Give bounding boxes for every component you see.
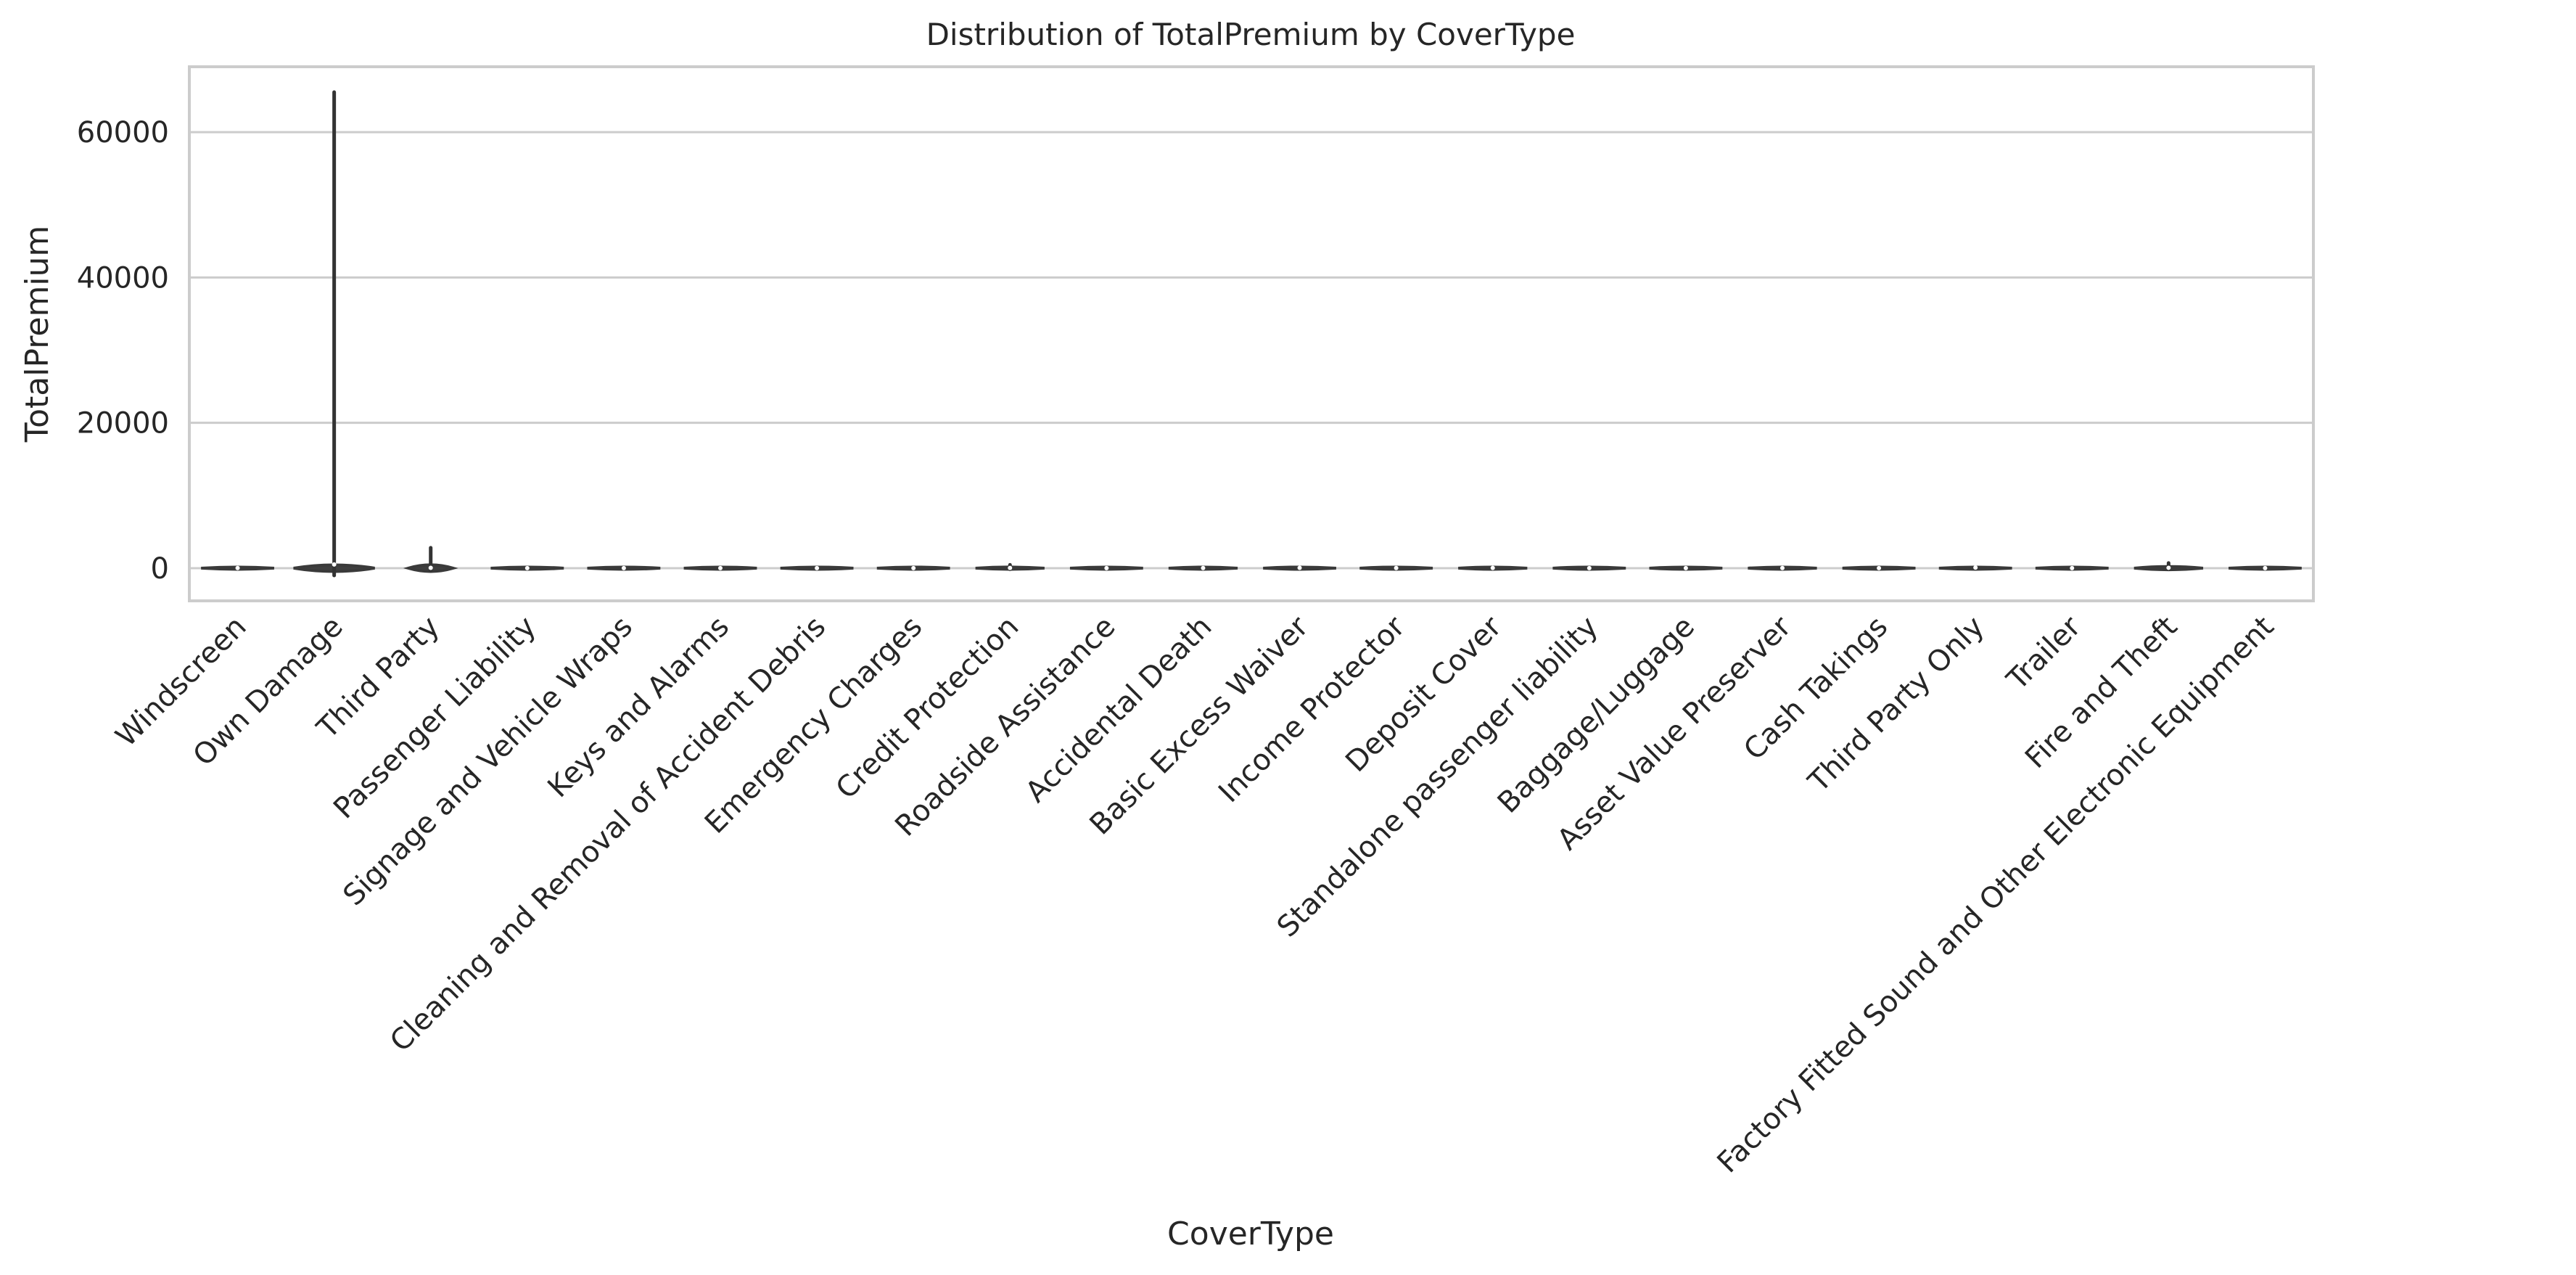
violin-plots <box>201 90 2302 578</box>
chart-title: Distribution of TotalPremium by CoverTyp… <box>926 17 1576 52</box>
violin-median <box>1877 565 1882 570</box>
violin-21 <box>2229 565 2302 571</box>
violin-2 <box>403 546 458 573</box>
y-tick-label: 60000 <box>77 116 169 149</box>
violin-17 <box>1842 565 1916 571</box>
violin-median <box>1780 565 1785 570</box>
violin-median <box>1297 565 1302 570</box>
violin-median <box>2263 565 2268 570</box>
violin-median <box>1201 565 1206 570</box>
violin-15 <box>1649 565 1723 571</box>
violin-16 <box>1748 565 1817 571</box>
violin-9 <box>1069 565 1143 571</box>
violin-median <box>428 565 433 570</box>
x-tick-label: Third Party Only <box>1802 610 1991 800</box>
violin-1 <box>293 90 375 578</box>
violin-median <box>1394 565 1399 570</box>
violin-median <box>1683 565 1688 570</box>
y-tick-labels: 0 20000 40000 60000 <box>77 116 169 586</box>
violin-10 <box>1168 565 1238 571</box>
violin-median <box>1973 565 1978 570</box>
violin-20 <box>2133 561 2204 572</box>
violin-median <box>1490 565 1495 570</box>
x-tick-label: Income Protector <box>1212 610 1412 809</box>
violin-11 <box>1263 565 1336 571</box>
plot-frame <box>188 65 2315 602</box>
violin-median <box>911 565 916 570</box>
violin-median <box>1008 565 1013 570</box>
violin-12 <box>1359 565 1433 571</box>
violin-median <box>524 565 530 570</box>
violin-18 <box>1938 565 2012 571</box>
violin-6 <box>780 565 854 571</box>
x-tick-label: Accidental Death <box>1019 610 1218 809</box>
violin-13 <box>1458 565 1528 571</box>
y-gridlines <box>189 131 2313 570</box>
violin-8 <box>975 562 1045 571</box>
y-axis-label: TotalPremium <box>19 226 56 443</box>
violin-median <box>235 565 240 570</box>
violin-median <box>718 565 723 570</box>
violin-median <box>621 565 626 570</box>
violin-median <box>1587 565 1592 570</box>
violin-14 <box>1552 565 1626 571</box>
violin-19 <box>2035 565 2109 571</box>
x-axis-label: CoverType <box>1167 1215 1334 1253</box>
y-tick-label: 40000 <box>77 261 169 295</box>
violin-0 <box>201 565 274 571</box>
x-tick-label: Credit Protection <box>830 610 1026 806</box>
x-tick-label: Keys and Alarms <box>541 610 736 805</box>
violin-7 <box>876 565 950 571</box>
x-tick-label: Trailer <box>2000 610 2087 697</box>
violin-5 <box>683 565 757 571</box>
violin-median <box>332 562 337 567</box>
y-tick-label: 20000 <box>77 407 169 440</box>
violin-median <box>815 565 820 570</box>
violin-3 <box>490 565 564 571</box>
violin-median <box>2070 565 2075 570</box>
violin-4 <box>587 565 661 571</box>
y-tick-label: 0 <box>151 552 169 586</box>
violin-median <box>2166 565 2171 570</box>
violin-median <box>1104 565 1109 570</box>
